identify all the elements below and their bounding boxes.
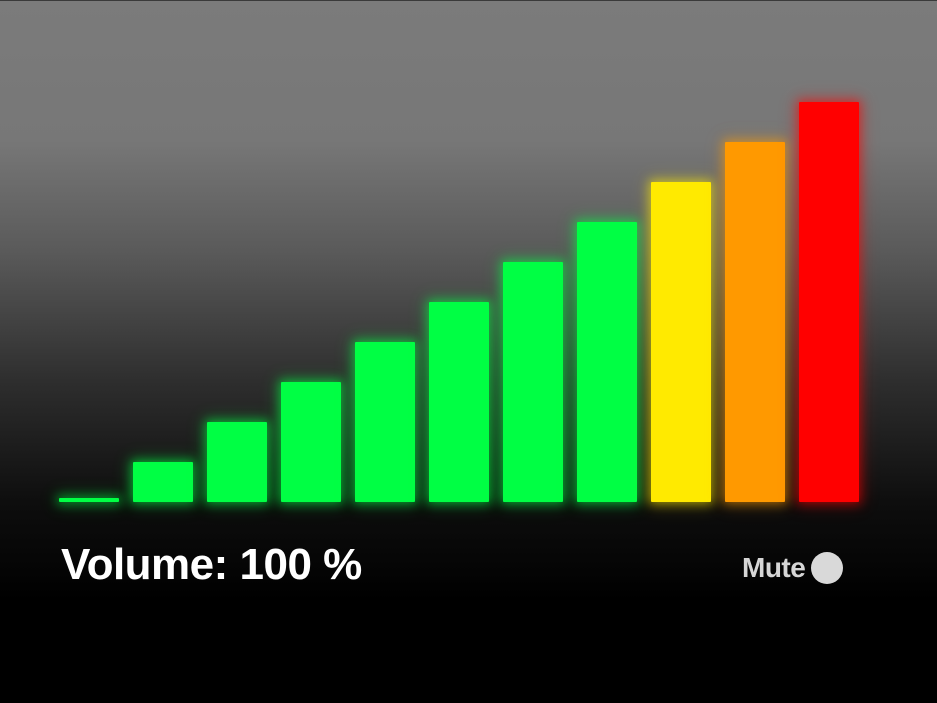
- volume-bar-11[interactable]: [799, 102, 859, 502]
- volume-bar-4[interactable]: [281, 382, 341, 502]
- mute-toggle[interactable]: Mute: [742, 549, 844, 587]
- volume-readout: Volume: 100 %: [61, 540, 362, 589]
- volume-bar-2[interactable]: [133, 462, 193, 502]
- volume-bar-9[interactable]: [651, 182, 711, 502]
- volume-bar-10[interactable]: [725, 142, 785, 502]
- volume-bar-1[interactable]: [59, 498, 119, 502]
- toggle-circle-icon[interactable]: [811, 552, 844, 584]
- volume-bar-3[interactable]: [207, 422, 267, 502]
- volume-bar-5[interactable]: [355, 342, 415, 502]
- volume-bar-6[interactable]: [429, 302, 489, 502]
- volume-bar-7[interactable]: [503, 262, 563, 502]
- volume-bar-8[interactable]: [577, 222, 637, 502]
- mute-label: Mute: [742, 552, 806, 583]
